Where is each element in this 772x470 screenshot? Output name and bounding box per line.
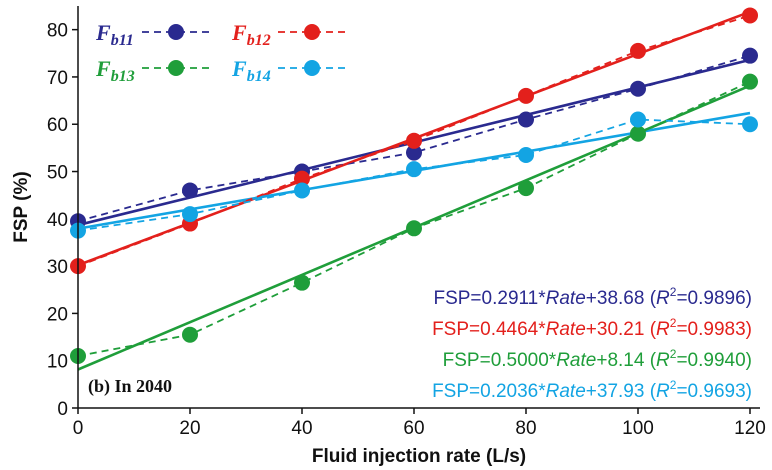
x-tick-label: 40: [291, 418, 312, 439]
data-point-b14: [742, 116, 758, 133]
equation-b14: FSP=0.2036*Rate+37.93 (R2=0.9693): [432, 378, 752, 402]
data-point-b12: [518, 87, 534, 104]
x-tick-label: 120: [734, 418, 766, 439]
y-tick-label: 70: [47, 68, 68, 89]
data-point-b13: [518, 180, 534, 197]
data-point-b14: [630, 111, 646, 128]
data-point-b14: [406, 161, 422, 178]
legend-label-b12: Fb12: [231, 20, 271, 49]
legend-label-b11: Fb11: [95, 20, 134, 49]
data-points: [70, 7, 758, 364]
data-point-b14: [518, 146, 534, 163]
data-point-b13: [182, 326, 198, 343]
data-point-b12: [630, 42, 646, 59]
equation-b13: FSP=0.5000*Rate+8.14 (R2=0.9940): [443, 347, 752, 371]
legend-label-b13: Fb13: [95, 56, 135, 85]
data-point-b11: [742, 47, 758, 64]
data-point-b11: [406, 144, 422, 161]
x-tick-label: 100: [622, 418, 654, 439]
y-tick-label: 10: [47, 352, 68, 373]
data-point-b12: [742, 7, 758, 24]
data-point-b11: [182, 182, 198, 199]
data-point-b12: [294, 170, 310, 187]
data-point-b11: [630, 80, 646, 97]
y-tick-label: 30: [47, 257, 68, 278]
x-tick-label: 60: [403, 418, 424, 439]
data-point-b11: [518, 111, 534, 128]
y-tick-label: 20: [47, 304, 68, 325]
x-tick-label: 0: [73, 418, 84, 439]
fit-equations: FSP=0.2911*Rate+38.68 (R2=0.9896) FSP=0.4…: [432, 285, 752, 402]
y-tick-label: 50: [47, 163, 68, 184]
data-point-b12: [406, 132, 422, 149]
panel-label: (b) In 2040: [88, 376, 172, 397]
y-tick-label: 60: [47, 115, 68, 136]
data-point-b14: [182, 206, 198, 223]
data-point-b14: [294, 182, 310, 199]
data-point-b13: [742, 73, 758, 90]
data-point-b13: [406, 220, 422, 237]
data-point-b13: [630, 125, 646, 142]
legend-swatch-point-b13: [168, 60, 184, 76]
y-tick-label: 0: [57, 399, 68, 420]
x-tick-label: 20: [179, 418, 200, 439]
equation-b11: FSP=0.2911*Rate+38.68 (R2=0.9896): [433, 285, 752, 309]
equation-b12: FSP=0.4464*Rate+30.21 (R2=0.9983): [432, 316, 752, 340]
legend: Fb11 Fb12 Fb13 Fb14: [95, 20, 346, 85]
tick-layer: 0 20 40 60 80 100 120 0 10 20 30 40 50 60 70 80: [47, 21, 766, 439]
data-point-b13: [294, 274, 310, 291]
y-tick-label: 80: [47, 21, 68, 42]
legend-swatch-point-b14: [304, 60, 320, 76]
legend-label-b14: Fb14: [231, 56, 271, 85]
x-axis-title: Fluid injection rate (L/s): [312, 446, 526, 467]
legend-swatch-point-b11: [168, 24, 184, 40]
y-axis-title: FSP (%): [11, 171, 32, 242]
legend-swatch-point-b12: [304, 24, 320, 40]
connector-b13: [77, 80, 751, 357]
x-tick-label: 80: [515, 418, 536, 439]
axes: [77, 6, 760, 409]
y-tick-label: 40: [47, 210, 68, 231]
